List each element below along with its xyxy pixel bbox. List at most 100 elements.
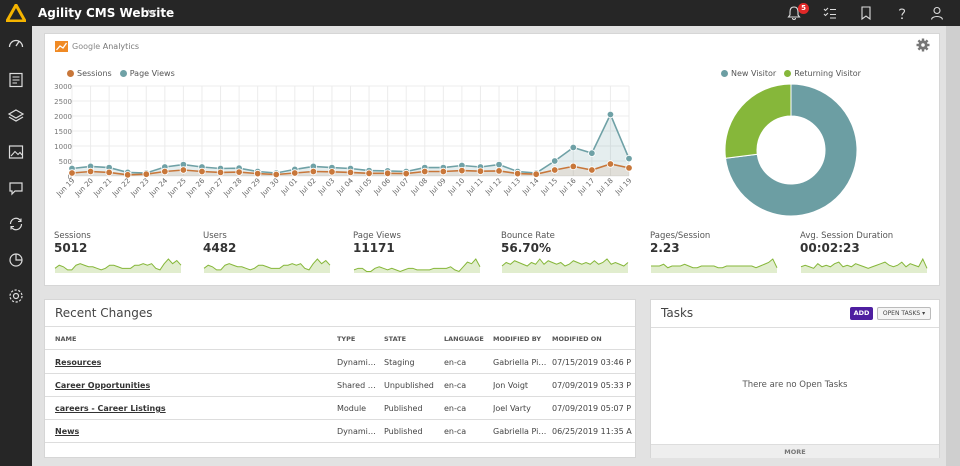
analytics-icon[interactable] — [7, 251, 25, 269]
data-point-page-views[interactable] — [569, 143, 577, 152]
data-point-sessions[interactable] — [495, 167, 503, 175]
layers-icon[interactable] — [7, 107, 25, 125]
open-tasks-dropdown[interactable]: OPEN TASKS ▾ — [877, 307, 931, 320]
sparkline-area — [55, 259, 181, 273]
data-point-sessions[interactable] — [86, 167, 95, 176]
x-tick-label: Jul 08 — [409, 177, 429, 197]
media-icon[interactable] — [7, 143, 25, 161]
row-modified-by: Gabriella Pi… — [493, 358, 547, 367]
stat-label: Avg. Session Duration — [800, 231, 894, 241]
data-point-sessions[interactable] — [551, 166, 559, 174]
donut-slice-returning-visitor[interactable] — [724, 83, 792, 159]
data-point-page-views[interactable] — [625, 154, 633, 163]
column-header-type[interactable]: TYPE — [337, 335, 356, 343]
agility-logo-icon[interactable] — [6, 4, 26, 22]
gear-icon[interactable] — [916, 38, 930, 52]
data-point-sessions[interactable] — [476, 167, 485, 175]
data-point-sessions[interactable] — [253, 169, 262, 178]
sync-icon[interactable] — [7, 215, 25, 233]
sparkline-line — [501, 258, 629, 267]
settings-icon[interactable] — [7, 287, 25, 305]
sparkline-chart — [501, 258, 629, 273]
column-header-language[interactable]: LANGUAGE — [444, 335, 484, 343]
data-point-sessions[interactable] — [105, 168, 113, 177]
legend-item-returning-visitor[interactable]: Returning Visitor — [784, 69, 861, 78]
y-tick-label: 3000 — [54, 83, 72, 91]
column-header-modified-by[interactable]: MODIFIED BY — [493, 335, 542, 343]
data-point-sessions[interactable] — [179, 166, 188, 174]
row-name-link[interactable]: careers - Career Listings — [55, 404, 166, 413]
data-point-page-views[interactable] — [606, 110, 615, 119]
table-row[interactable]: Resources Dynami… Staging en-ca Gabriell… — [45, 351, 635, 374]
legend-item-new-visitor[interactable]: New Visitor — [721, 69, 776, 78]
ga-brand: Google Analytics — [72, 42, 139, 51]
data-point-sessions[interactable] — [625, 164, 633, 172]
data-point-sessions[interactable] — [421, 167, 429, 176]
column-header-modified-on[interactable]: MODIFIED ON — [552, 335, 602, 343]
data-point-sessions[interactable] — [383, 169, 392, 177]
site-title[interactable]: Agility CMS Website — [38, 6, 175, 20]
pages-icon[interactable] — [7, 71, 25, 89]
data-point-sessions[interactable] — [291, 169, 299, 177]
legend-item-sessions[interactable]: Sessions — [67, 69, 112, 78]
legend-item-page-views[interactable]: Page Views — [119, 69, 175, 78]
chart-grid — [70, 85, 630, 177]
empty-tasks-message: There are no Open Tasks — [742, 380, 848, 390]
data-point-sessions[interactable] — [68, 169, 76, 177]
checklist-icon[interactable] — [822, 5, 838, 21]
bookmark-icon[interactable] — [858, 5, 874, 21]
data-point-sessions[interactable] — [346, 168, 355, 177]
data-point-sessions[interactable] — [235, 168, 243, 176]
recent-changes-panel: Recent Changes NAME TYPE STATE LANGUAGE … — [44, 299, 636, 458]
row-language: en-ca — [444, 404, 467, 413]
data-point-sessions[interactable] — [588, 166, 596, 174]
stat-label: Pages/Session — [650, 231, 711, 241]
table-row[interactable]: Career Opportunities Shared … Unpublishe… — [45, 374, 635, 397]
help-icon[interactable] — [894, 5, 910, 21]
data-point-page-views[interactable] — [495, 160, 503, 169]
row-modified-on: 07/09/2019 05:33 P… — [552, 381, 632, 390]
data-point-sessions[interactable] — [216, 168, 225, 177]
data-point-sessions[interactable] — [569, 162, 577, 171]
legend-returning-visitor-label: Returning Visitor — [794, 69, 861, 78]
table-row[interactable]: News Dynami… Published en-ca Gabriella P… — [45, 420, 635, 443]
add-task-button[interactable]: ADD — [850, 307, 873, 320]
more-button[interactable]: MORE — [651, 444, 939, 458]
data-point-sessions[interactable] — [328, 168, 336, 176]
data-point-sessions[interactable] — [532, 170, 540, 178]
stat-value: 2.23 — [650, 241, 680, 255]
stat-bounce-rate: Bounce Rate 56.70% — [501, 231, 641, 274]
stat-value: 00:02:23 — [800, 241, 860, 255]
comments-icon[interactable] — [7, 179, 25, 197]
data-point-sessions[interactable] — [458, 166, 466, 175]
column-header-name[interactable]: NAME — [55, 335, 77, 343]
data-point-sessions[interactable] — [513, 169, 522, 178]
tasks-panel: Tasks ADD OPEN TASKS ▾ There are no Open… — [650, 299, 940, 458]
data-point-sessions[interactable] — [606, 160, 615, 168]
y-tick-label: 1500 — [54, 128, 72, 136]
data-point-sessions[interactable] — [365, 169, 373, 177]
row-name-link[interactable]: Resources — [55, 358, 102, 367]
data-point-sessions[interactable] — [272, 170, 280, 179]
data-point-sessions[interactable] — [309, 167, 318, 176]
data-point-page-views[interactable] — [588, 149, 596, 157]
bell-icon[interactable] — [786, 5, 802, 21]
stat-label: Page Views — [353, 231, 401, 241]
dashboard-icon[interactable] — [7, 35, 25, 53]
data-point-page-views[interactable] — [551, 157, 559, 165]
row-name-link[interactable]: News — [55, 427, 80, 436]
user-icon[interactable] — [929, 5, 945, 21]
data-point-sessions[interactable] — [402, 169, 410, 178]
data-point-sessions[interactable] — [439, 167, 448, 176]
data-point-sessions[interactable] — [161, 167, 169, 176]
table-row[interactable]: careers - Career Listings Module Publish… — [45, 397, 635, 420]
data-point-sessions[interactable] — [198, 167, 206, 176]
data-point-sessions[interactable] — [142, 170, 150, 178]
data-point-sessions[interactable] — [123, 171, 132, 179]
stat-value: 11171 — [353, 241, 395, 255]
donut-slice-new-visitor[interactable] — [724, 83, 858, 217]
chevron-down-icon[interactable] — [146, 6, 158, 18]
row-name-link[interactable]: Career Opportunities — [55, 381, 151, 390]
x-tick-label: Jul 04 — [335, 176, 356, 197]
column-header-state[interactable]: STATE — [384, 335, 407, 343]
